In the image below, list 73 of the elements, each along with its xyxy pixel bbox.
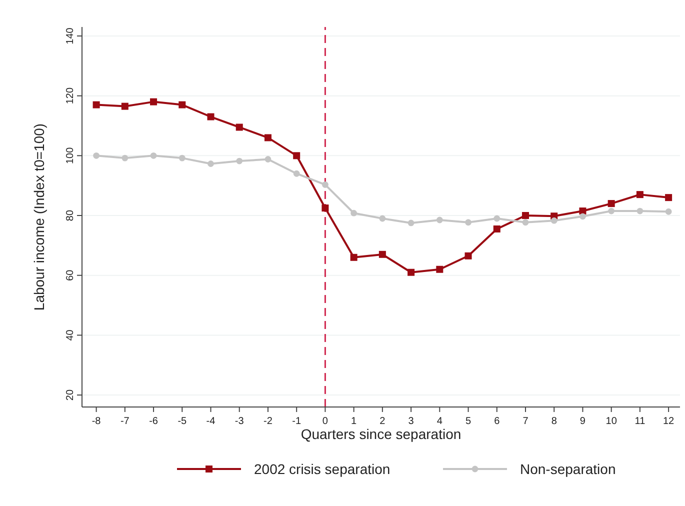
point	[379, 215, 386, 222]
y-tick-label: 80	[65, 210, 76, 222]
point	[378, 250, 386, 258]
point	[322, 204, 329, 212]
point	[436, 266, 444, 273]
point	[93, 152, 100, 159]
point	[493, 225, 500, 232]
x-tick-label: -5	[178, 416, 188, 427]
point	[636, 208, 644, 214]
x-tick-label: -7	[120, 416, 130, 427]
point	[264, 134, 272, 142]
point	[293, 170, 300, 177]
x-tick-label: -3	[234, 416, 244, 427]
point	[208, 160, 214, 167]
x-tick-label: 5	[465, 416, 472, 427]
point	[408, 220, 414, 226]
y-axis-title: Labour income (Index t0=100)	[31, 123, 47, 311]
point	[550, 217, 558, 224]
point	[322, 181, 328, 188]
y-tick-label: 100	[65, 146, 76, 164]
x-tick-label: 11	[634, 416, 646, 427]
x-tick-label: -8	[92, 416, 102, 427]
point	[465, 219, 472, 226]
point	[665, 194, 672, 202]
point	[580, 213, 586, 220]
legend-label: Non-separation	[520, 461, 616, 477]
point	[408, 268, 415, 276]
point	[236, 124, 243, 131]
point	[264, 156, 272, 162]
x-tick-label: -1	[292, 416, 302, 427]
point	[122, 154, 128, 162]
point	[121, 102, 128, 110]
point	[579, 208, 586, 215]
point	[150, 98, 158, 106]
point	[350, 254, 358, 261]
y-tick-label: 40	[65, 329, 76, 341]
point	[150, 152, 157, 159]
point	[207, 113, 214, 120]
point	[494, 215, 500, 222]
point	[236, 158, 243, 164]
point	[178, 101, 186, 108]
x-tick-label: -2	[264, 416, 273, 427]
x-tick-label: 0	[322, 416, 328, 427]
point	[436, 216, 443, 224]
point	[608, 208, 615, 214]
x-tick-label: 12	[662, 416, 675, 427]
x-tick-label: -6	[149, 416, 158, 427]
y-tick-label: 20	[65, 389, 76, 401]
x-tick-label: 7	[522, 416, 529, 427]
point	[608, 200, 615, 208]
y-tick-label: 120	[65, 87, 76, 104]
x-tick-label: 3	[408, 416, 414, 427]
point	[522, 219, 529, 226]
x-tick-label: 10	[606, 416, 618, 427]
legend-label: 2002 crisis separation	[254, 461, 390, 477]
x-tick-label: 4	[436, 416, 443, 427]
x-tick-label: -4	[206, 416, 216, 427]
x-tick-label: 2	[380, 416, 386, 427]
x-axis-title: Quarters since separation	[300, 426, 462, 442]
point	[665, 208, 672, 215]
point	[293, 152, 300, 160]
y-tick-label: 140	[65, 27, 76, 44]
point	[464, 252, 472, 260]
point	[350, 210, 358, 216]
x-tick-label: 9	[580, 416, 586, 427]
point	[522, 212, 529, 220]
point	[92, 101, 100, 108]
point	[178, 154, 186, 162]
x-tick-label: 6	[494, 416, 500, 427]
point	[636, 191, 644, 198]
x-tick-label: 8	[551, 416, 558, 427]
x-tick-label: 1	[351, 416, 358, 427]
y-tick-label: 60	[65, 269, 76, 281]
